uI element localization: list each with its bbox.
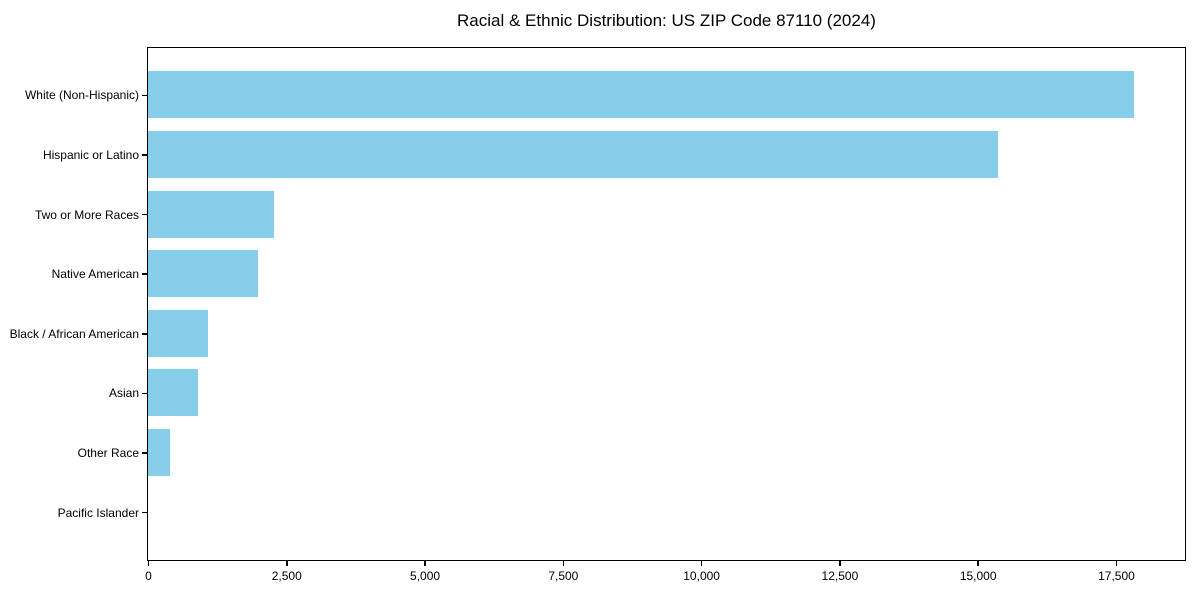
y-tick-mark-pacific-islander <box>142 511 147 514</box>
y-tick-label-pacific-islander: Pacific Islander <box>57 505 139 520</box>
bar-two-or-more-races <box>148 190 274 238</box>
x-tick-label-10000: 10,000 <box>683 569 720 583</box>
y-tick-mark-hispanic-or-latino <box>142 154 147 156</box>
y-tick-mark-black-african-american <box>142 333 147 335</box>
x-tick-mark-12500 <box>839 561 841 566</box>
y-tick-label-native-american: Native American <box>51 267 139 282</box>
y-tick-mark-native-american <box>142 273 147 275</box>
bar-native-american <box>148 250 259 298</box>
y-tick-label-other-race: Other Race <box>77 446 139 461</box>
x-tick-mark-0 <box>147 561 150 566</box>
x-tick-label-17500: 17,500 <box>1098 569 1135 583</box>
x-tick-label-15000: 15,000 <box>959 569 997 583</box>
bar-white-non-hispanic <box>148 71 1134 119</box>
y-tick-label-white-non-hispanic: White (Non-Hispanic) <box>24 88 139 103</box>
x-tick-mark-10000 <box>700 561 703 566</box>
x-tick-mark-17500 <box>1115 561 1118 566</box>
bar-black-african-american <box>148 309 208 357</box>
y-tick-mark-two-or-more-races <box>142 213 147 216</box>
y-tick-label-asian: Asian <box>108 386 139 401</box>
y-tick-mark-other-race <box>142 452 147 454</box>
x-tick-label-12500: 12,500 <box>821 569 859 583</box>
bar-asian <box>148 369 198 417</box>
x-tick-mark-15000 <box>977 561 979 566</box>
y-tick-label-two-or-more-races: Two or More Races <box>34 207 139 222</box>
x-tick-label-2500: 2,500 <box>271 569 302 583</box>
plot-area <box>147 47 1186 561</box>
y-tick-mark-asian <box>142 392 147 395</box>
bar-hispanic-or-latino <box>148 130 998 178</box>
x-tick-label-5000: 5,000 <box>410 569 441 583</box>
x-tick-label-7500: 7,500 <box>548 569 579 583</box>
y-tick-label-hispanic-or-latino: Hispanic or Latino <box>42 147 139 162</box>
x-tick-mark-5000 <box>424 561 426 566</box>
bar-other-race <box>148 429 170 477</box>
x-tick-label-0: 0 <box>145 569 152 583</box>
y-tick-label-black-african-american: Black / African American <box>9 326 139 341</box>
x-tick-mark-7500 <box>562 561 565 566</box>
x-tick-mark-2500 <box>286 561 288 566</box>
y-tick-mark-white-non-hispanic <box>142 94 147 97</box>
chart-title: Racial & Ethnic Distribution: US ZIP Cod… <box>457 11 876 30</box>
